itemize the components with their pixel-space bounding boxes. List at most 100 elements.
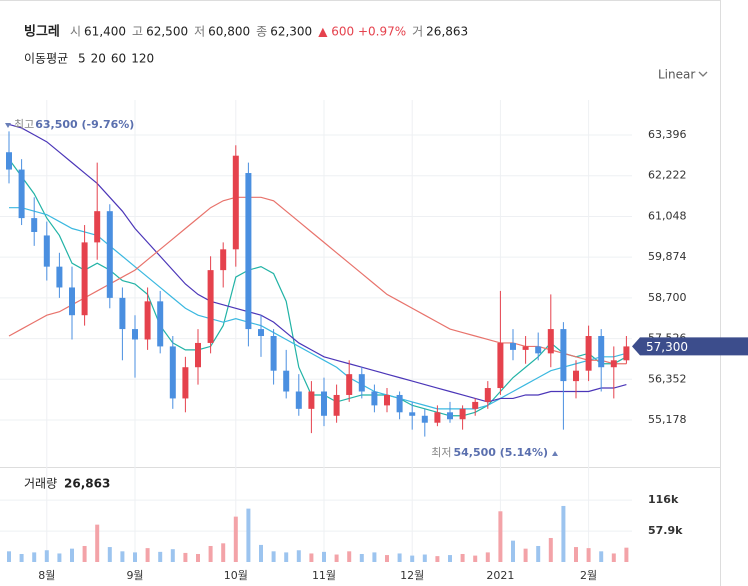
ma-label: 이동평균 — [24, 52, 68, 66]
candle-body — [258, 329, 264, 337]
volume-bar — [309, 553, 314, 562]
volume-bar — [158, 551, 163, 562]
field-value: 26,863 — [426, 25, 468, 39]
low-marker — [552, 451, 558, 456]
candle-body — [459, 408, 466, 420]
volume-bar — [385, 555, 389, 562]
x-tick-label: 8월 — [38, 569, 55, 582]
y-tick-label: 62,222 — [648, 169, 687, 182]
volume-bar — [448, 555, 452, 562]
volume-bar — [7, 551, 11, 562]
dropdown-arrow[interactable] — [698, 71, 708, 77]
x-tick-label: 11월 — [312, 569, 336, 582]
candle-body — [384, 394, 390, 406]
candle-body — [56, 266, 63, 288]
candle-body — [484, 388, 491, 402]
field-label: 고 — [132, 25, 143, 39]
volume-bar — [599, 551, 604, 562]
volume-bar — [322, 551, 326, 562]
candle-body — [510, 342, 516, 350]
low-label: 최저 — [431, 446, 451, 459]
candle-body — [270, 336, 277, 371]
candle-body — [497, 342, 504, 389]
volume-bar — [624, 547, 629, 562]
volume-bar — [284, 552, 289, 562]
x-tick-label: 12월 — [400, 569, 424, 582]
volume-bar — [511, 540, 515, 562]
volume-bar — [70, 548, 74, 562]
candle-body — [144, 301, 151, 340]
candle-body — [182, 367, 189, 399]
x-tick-label: 2021 — [486, 569, 514, 582]
y-tick-label: 58,700 — [648, 291, 687, 304]
volume-bar — [574, 547, 578, 562]
volume-bar — [32, 552, 37, 562]
candle-body — [132, 329, 138, 340]
candle-body — [232, 155, 239, 250]
candle-body — [81, 242, 88, 316]
high-value: 63,500 (-9.76%) — [35, 118, 134, 131]
candle-body — [560, 329, 567, 382]
volume-bar — [170, 549, 175, 562]
volume-bar — [536, 545, 541, 562]
volume-bar — [259, 544, 263, 562]
candle-body — [321, 391, 327, 416]
high-label: 최고 — [14, 118, 34, 131]
volume-bar — [586, 548, 591, 562]
y-tick-label: 116k — [648, 493, 679, 506]
volume-bar — [347, 551, 352, 562]
volume-bar — [145, 548, 150, 562]
candle-body — [119, 297, 126, 330]
ma-legend: 60 — [111, 52, 126, 66]
low-value: 54,500 (5.14%) — [454, 446, 549, 459]
candle-body — [522, 346, 529, 350]
candle-body — [396, 394, 403, 413]
field-label: 시 — [70, 25, 81, 39]
scale-select[interactable]: Linear — [658, 68, 695, 82]
candle-body — [6, 152, 12, 170]
ma-legend: 5 — [78, 52, 86, 66]
stock-name: 빙그레 — [24, 25, 60, 40]
candle-body — [585, 336, 592, 371]
volume-bar — [422, 554, 427, 562]
volume-bar — [334, 554, 339, 562]
ma-line — [8, 123, 627, 403]
volume-bar — [246, 508, 251, 562]
high-marker — [5, 123, 11, 128]
candle-body — [598, 336, 605, 368]
volume-bar — [120, 551, 125, 562]
candle-body — [371, 391, 378, 406]
candle-body — [447, 412, 453, 420]
candle-body — [421, 415, 428, 423]
candle-body — [472, 401, 479, 409]
volume-bar — [611, 553, 616, 562]
volume-bar — [183, 552, 188, 562]
candle-body — [333, 394, 340, 416]
candle-body — [69, 287, 75, 316]
volume-bar — [44, 550, 49, 562]
field-value: 60,800 — [208, 25, 250, 39]
ma-line — [8, 158, 627, 417]
volume-bar — [95, 524, 100, 562]
candle-body — [106, 211, 113, 298]
volume-bar — [82, 545, 87, 562]
candle-body — [358, 374, 365, 392]
volume-bar — [233, 516, 238, 562]
y-tick-label: 55,178 — [648, 413, 687, 426]
candle-body — [207, 270, 214, 343]
volume-bar — [498, 511, 503, 562]
candle-body — [220, 249, 227, 271]
ma-legend: 20 — [91, 52, 106, 66]
field-value: 61,400 — [84, 25, 126, 39]
x-tick-label: 2월 — [580, 569, 597, 582]
y-tick-label: 57.9k — [648, 524, 683, 537]
field-label: 저 — [194, 25, 205, 39]
y-tick-label: 56,352 — [648, 372, 687, 385]
candle-body — [346, 374, 353, 395]
candle-body — [623, 346, 630, 361]
volume-bar — [296, 550, 301, 562]
volume-bar — [271, 551, 276, 562]
volume-bar — [561, 505, 566, 562]
volume-bar — [372, 552, 377, 562]
